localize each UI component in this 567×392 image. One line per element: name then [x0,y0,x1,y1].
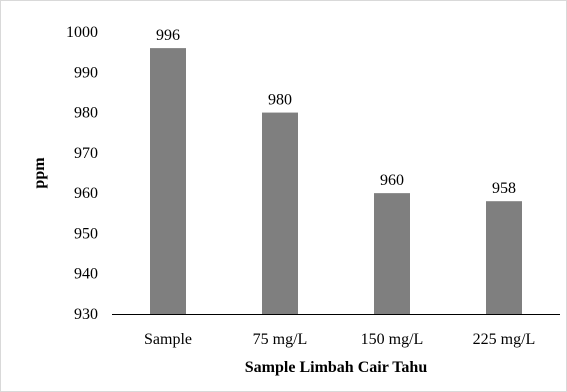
y-tick-label: 970 [74,145,98,162]
bar [262,112,298,314]
y-tick-label: 960 [74,185,98,202]
y-tick-label: 950 [74,225,98,242]
data-label: 980 [268,92,292,109]
bar [150,48,186,314]
x-tick-label: 150 mg/L [361,331,424,348]
bar [486,201,522,314]
x-axis-title: Sample Limbah Cair Tahu [245,359,428,376]
x-tick-label: Sample [144,331,192,348]
bar [374,193,410,314]
y-axis-title: ppm [31,157,48,189]
x-axis-ticks: Sample 75 mg/L 150 mg/L 225 mg/L [144,331,535,348]
data-label: 996 [156,27,180,44]
data-label: 960 [380,172,404,189]
data-labels: 996 980 960 958 [156,27,516,197]
x-tick-label: 75 mg/L [253,331,308,348]
y-tick-label: 940 [74,266,98,283]
y-tick-label: 930 [74,306,98,323]
bars [150,48,522,314]
data-label: 958 [492,180,516,197]
y-tick-label: 1000 [66,24,98,41]
y-tick-label: 980 [74,105,98,122]
y-tick-label: 990 [74,64,98,81]
x-tick-label: 225 mg/L [473,331,536,348]
y-axis-ticks: 930 940 950 960 970 980 990 1000 [66,24,98,323]
